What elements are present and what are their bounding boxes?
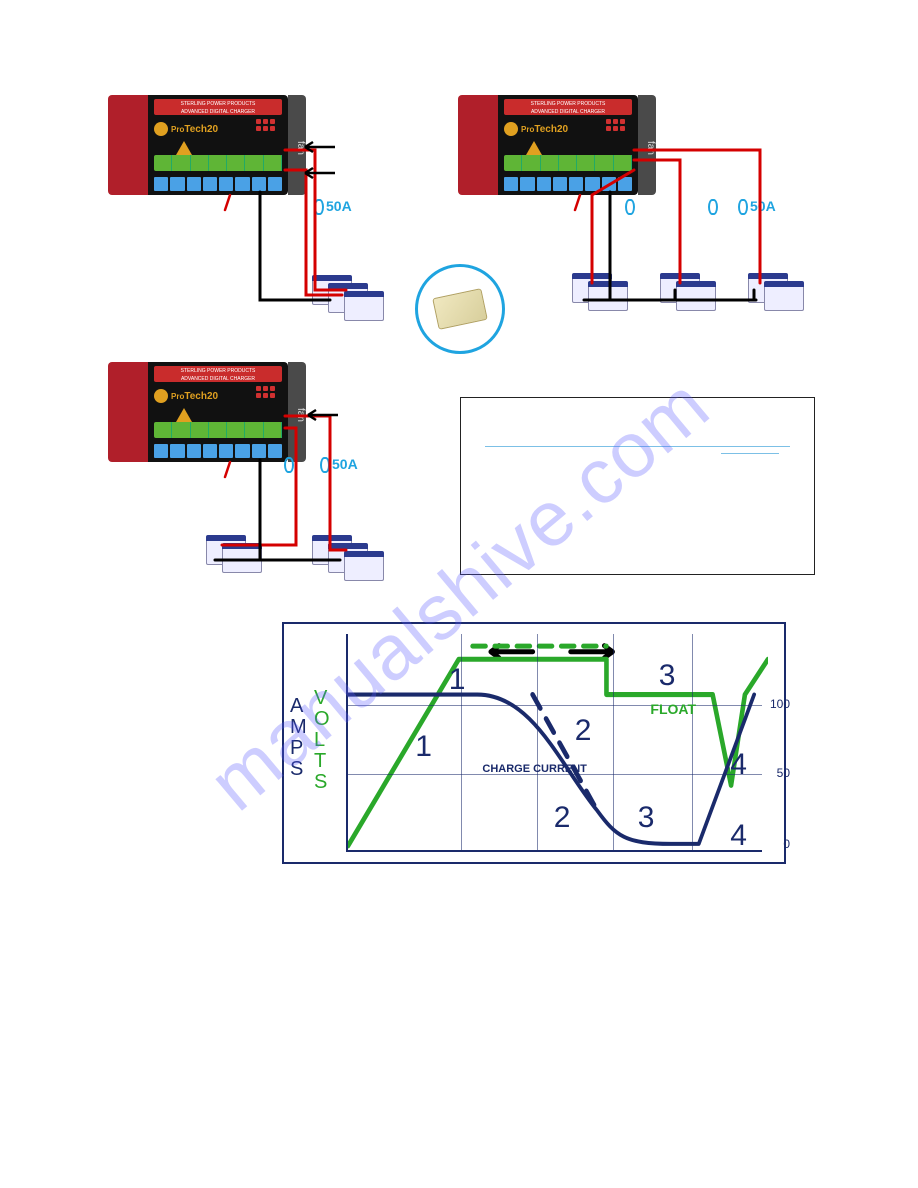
notes-box (460, 397, 815, 575)
arrow-a1 (297, 140, 337, 154)
arrow-c1 (300, 408, 340, 422)
device-diagram-b: STERLING POWER PRODUCTSADVANCED DIGITAL … (458, 95, 638, 195)
fuse-label-a: 50A (314, 198, 352, 215)
arrow-a2 (297, 166, 337, 180)
axis-label-volts: VOLTS (314, 688, 331, 793)
battery (344, 551, 384, 581)
battery (222, 543, 262, 573)
fuse-label-c2 (284, 456, 296, 473)
battery (764, 281, 804, 311)
device-diagram-a: STERLING POWER PRODUCTSADVANCED DIGITAL … (108, 95, 288, 195)
fuse-block-callout (415, 264, 505, 354)
fuse-label-b2 (625, 198, 637, 215)
axis-label-amps: AMPS (290, 696, 308, 780)
device-diagram-c: STERLING POWER PRODUCTSADVANCED DIGITAL … (108, 362, 288, 462)
page-root: manualshive.com STERLING POWER PRODUCTSA… (0, 0, 918, 1188)
fuse-label-b3 (708, 198, 720, 215)
fuse-label-c: 50A (320, 456, 358, 473)
chart-plot-area: 100500FLOATCHARGE CURRENT11223344 (346, 634, 762, 852)
battery (588, 281, 628, 311)
charge-profile-chart: AMPS VOLTS 100500FLOATCHARGE CURRENT1122… (282, 622, 786, 864)
fuse-label-b: 50A (738, 198, 776, 215)
battery (676, 281, 716, 311)
battery (344, 291, 384, 321)
